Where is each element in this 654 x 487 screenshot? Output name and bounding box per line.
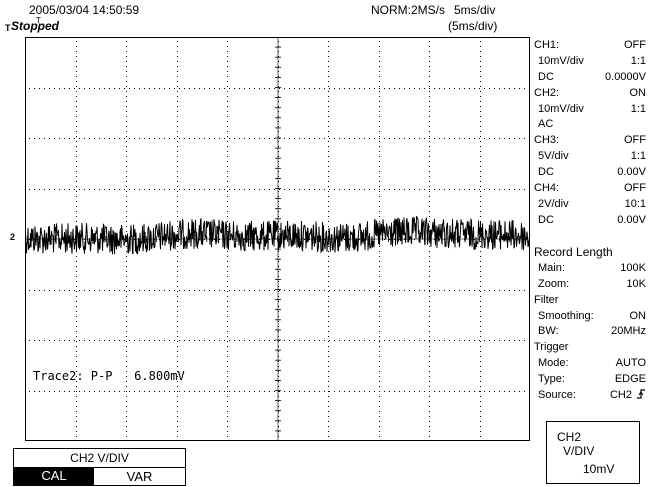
- cal-button[interactable]: CAL: [14, 467, 94, 485]
- ch4-offset: 0.00V: [617, 213, 646, 226]
- ch3-state: OFF: [624, 134, 646, 147]
- channel-ground-marker: 2: [10, 232, 16, 242]
- ch2-trace: [25, 215, 530, 255]
- timebase-zoom: (5ms/div): [448, 19, 498, 33]
- record-main-label: Main:: [538, 261, 565, 274]
- trigger-mode-label: Mode:: [538, 357, 569, 370]
- ch3-probe: 1:1: [630, 150, 646, 163]
- ch4-state: OFF: [624, 182, 646, 195]
- ch1-label: CH1:: [534, 39, 560, 51]
- ch4-label: CH4:: [534, 182, 560, 195]
- var-button[interactable]: VAR: [94, 467, 185, 485]
- filter-title: Filter: [534, 293, 559, 306]
- ch1-state: OFF: [624, 39, 646, 51]
- ch4-coupling: DC: [538, 213, 554, 226]
- trigger-source-value: CH2: [609, 389, 632, 402]
- trigger-type-label: Type:: [538, 373, 565, 386]
- trigger-mode-value: AUTO: [615, 357, 646, 370]
- vdiv-box-channel: CH2: [557, 430, 582, 444]
- ch4-probe: 10:1: [624, 197, 646, 210]
- trigger-type-value: EDGE: [614, 373, 646, 386]
- ch3-coupling: DC: [538, 166, 554, 179]
- vdiv-readout-box[interactable]: CH2 V/DIV 10mV: [546, 421, 640, 484]
- trigger-marker-top: T: [36, 16, 41, 25]
- ch2-vdiv: 10mV/div: [538, 102, 584, 115]
- channel-settings-panel: CH1: OFF 10mV/div 1:1 DC 0.0000V CH2: ON 10m…: [534, 38, 646, 229]
- ch3-label: CH3:: [534, 134, 560, 147]
- record-main-value: 100K: [620, 261, 646, 274]
- measurement-label: Trace2: P-P: [33, 369, 113, 383]
- record-zoom-label: Zoom:: [538, 277, 570, 290]
- waveform-display: [25, 37, 530, 441]
- vdiv-box-value: 10mV: [583, 462, 615, 476]
- ch1-coupling: DC: [538, 70, 554, 83]
- acquisition-mode: NORM:2MS/s: [371, 3, 446, 17]
- vdiv-box-label: V/DIV: [563, 444, 595, 458]
- record-zoom-value: 10K: [626, 277, 646, 290]
- ch2-state: ON: [629, 86, 647, 99]
- trigger-title: Trigger: [534, 341, 569, 354]
- measurement-value: 6.800mV: [134, 369, 185, 383]
- ch2-coupling: AC: [538, 118, 554, 131]
- bw-value: 20MHz: [611, 325, 646, 338]
- ch4-vdiv: 2V/div: [538, 197, 569, 210]
- rising-edge-icon: [636, 388, 646, 406]
- acquisition-status: Stopped: [11, 19, 59, 33]
- datetime: 2005/03/04 14:50:59: [29, 3, 140, 17]
- trace-measurement: Trace2: P-P 6.800mV: [33, 369, 185, 383]
- ch2-probe: 1:1: [630, 102, 646, 115]
- record-length-panel: Record Length Main: 100K Zoom: 10K Filter …: [534, 245, 646, 404]
- ch3-vdiv: 5V/div: [538, 150, 569, 163]
- ch3-offset: 0.00V: [617, 166, 646, 179]
- ch1-probe: 1:1: [630, 54, 646, 67]
- smoothing-label: Smoothing:: [538, 309, 594, 322]
- bw-label: BW:: [538, 325, 559, 338]
- softkey-title: CH2 V/DIV: [70, 451, 129, 465]
- smoothing-value: ON: [629, 309, 647, 322]
- trigger-source-label: Source:: [538, 389, 576, 402]
- timebase: 5ms/div: [454, 3, 496, 17]
- ch1-vdiv: 10mV/div: [538, 54, 584, 67]
- trigger-marker-left: T: [5, 23, 11, 33]
- ch2-label: CH2:: [534, 86, 560, 99]
- ch2-vdiv-softkey: CH2 V/DIV CAL VAR: [13, 448, 186, 486]
- ch1-offset: 0.0000V: [605, 70, 646, 83]
- record-length-title: Record Length: [534, 245, 613, 259]
